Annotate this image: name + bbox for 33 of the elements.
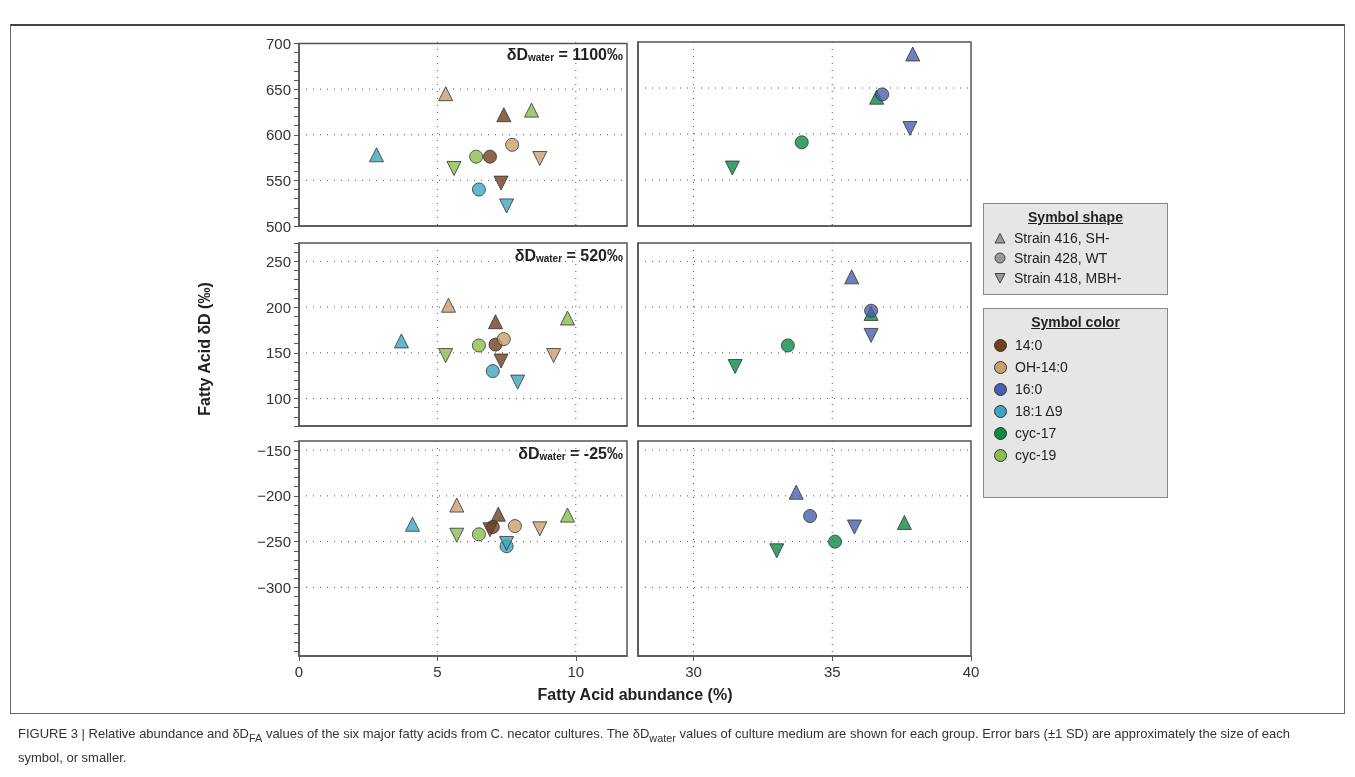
category-label: 16:0	[1015, 381, 1043, 397]
y-tick-label: −150	[257, 441, 291, 459]
x-tick-label: 5	[433, 663, 442, 680]
y-tick-label: 200	[265, 298, 291, 316]
text: Strain 416, SH-	[1014, 230, 1110, 246]
y-tick-label: 650	[265, 80, 291, 98]
x-tick-label: 10	[567, 663, 585, 680]
y-tick-label: −300	[257, 578, 291, 596]
category-label: 14:0	[1015, 337, 1043, 353]
y-tick-label: −200	[257, 487, 291, 505]
legend-title: Symbol shape	[1027, 209, 1124, 225]
x-tick-label: 40	[962, 663, 980, 680]
category-label: OH-14:0	[1015, 359, 1068, 375]
text: Symbol color	[1030, 314, 1121, 330]
y-tick-label: 550	[265, 171, 291, 189]
text: Strain 428, WT	[1014, 250, 1108, 266]
y-tick-label: 700	[265, 35, 291, 52]
category-label: 18:1 Δ9	[1015, 403, 1063, 419]
text: FIGURE 3 | Relative abundance and δD$_{FA}$ values of the six major fatty acids from C. necator cultures. The δD$_{water}$ values of culture medium are shown for each group. Error bars (±1 SD) are approximately the size of each symbol, or smaller.	[18, 726, 1290, 765]
y-tick-label: 100	[265, 390, 291, 408]
y-axis-title: Fatty Acid δD (‰)	[196, 281, 214, 418]
x-tick-label: 35	[823, 663, 841, 680]
x-tick-label: 0	[294, 663, 304, 680]
category-label: cyc-17	[1015, 425, 1057, 441]
x-tick-label: 30	[685, 663, 702, 680]
y-tick-label: 250	[265, 252, 291, 270]
category-label: cyc-19	[1015, 447, 1057, 463]
y-tick-label: 500	[265, 217, 291, 235]
y-tick-label: −250	[257, 533, 291, 551]
text: Strain 418, MBH-	[1014, 270, 1122, 286]
y-tick-label: 150	[265, 344, 291, 362]
y-tick-label: 600	[265, 126, 291, 144]
x-axis-title: Fatty Acid abundance (%)	[536, 686, 734, 704]
